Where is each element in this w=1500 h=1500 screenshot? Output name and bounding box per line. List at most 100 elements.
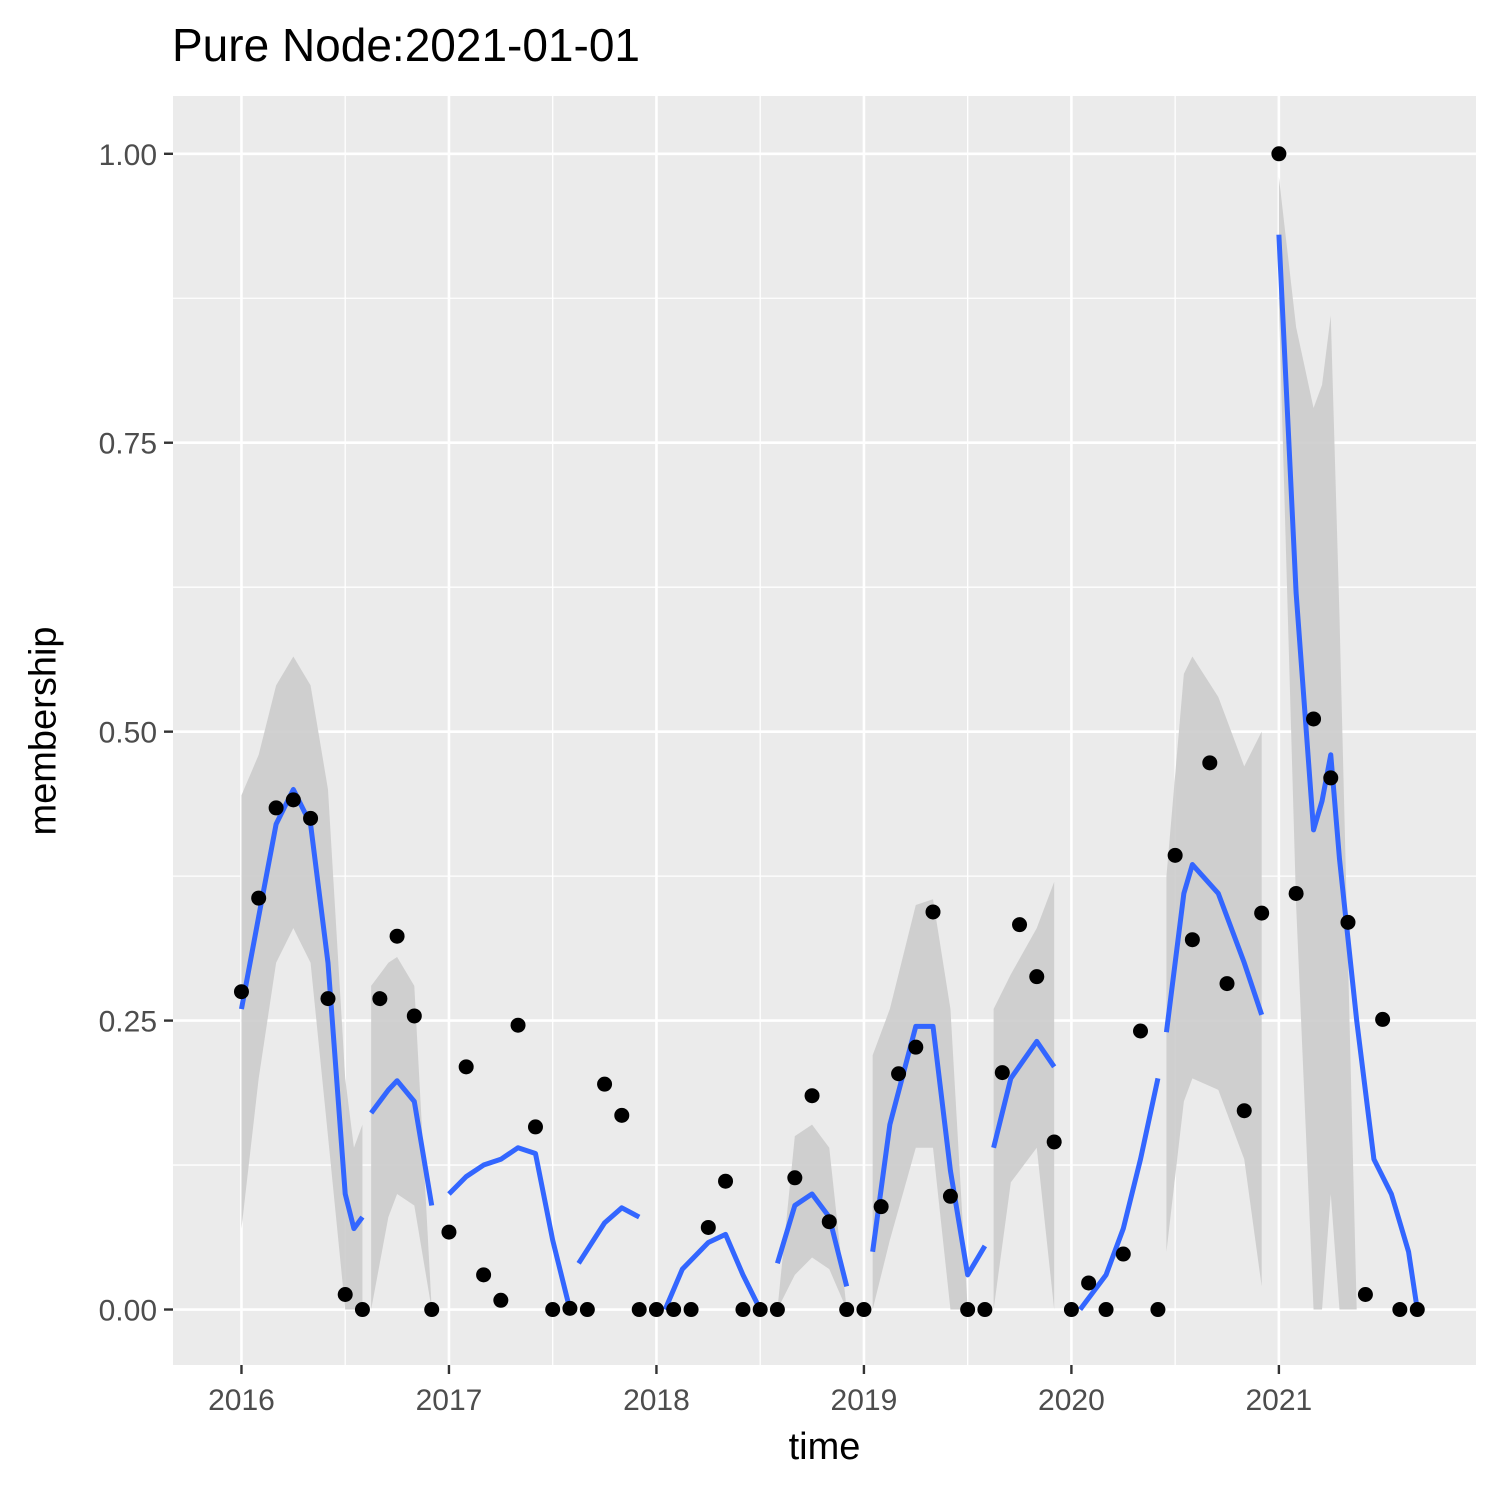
data-point — [233, 984, 249, 1000]
data-point — [1046, 1134, 1062, 1150]
data-point — [839, 1302, 855, 1318]
y-tick-label: 0.00 — [99, 1295, 157, 1328]
y-axis: 0.00 0.25 0.50 0.75 1.00 — [99, 139, 173, 1328]
data-point — [527, 1119, 543, 1135]
x-axis-title: time — [788, 1426, 861, 1468]
data-point — [908, 1039, 924, 1055]
data-point — [1219, 976, 1235, 992]
data-point — [406, 1008, 422, 1024]
data-point — [873, 1199, 889, 1215]
data-point — [303, 810, 319, 826]
data-point — [718, 1173, 734, 1189]
data-point — [476, 1267, 492, 1283]
data-point — [1306, 711, 1322, 727]
confidence-band — [371, 957, 432, 1310]
x-axis: 2016 2017 2018 2019 2020 2021 — [208, 1365, 1312, 1417]
smooth-line — [369, 1078, 435, 1206]
data-point — [1409, 1302, 1425, 1318]
smooth-line — [1078, 1077, 1161, 1312]
data-point — [666, 1302, 682, 1318]
smooth-line — [447, 1145, 573, 1311]
smooth-line — [870, 1023, 988, 1278]
data-point — [1167, 847, 1183, 863]
smooth-line — [662, 1231, 763, 1311]
data-point — [1081, 1275, 1097, 1291]
data-point — [354, 1302, 370, 1318]
data-point — [1392, 1302, 1408, 1318]
data-point — [1150, 1302, 1166, 1318]
data-point — [891, 1066, 907, 1082]
data-point — [752, 1302, 768, 1318]
data-point — [683, 1302, 699, 1318]
chart-title: Pure Node:2021-01-01 — [172, 19, 640, 71]
data-point — [787, 1170, 803, 1186]
data-point — [1340, 914, 1356, 930]
smooth-line — [1276, 234, 1420, 1310]
data-point — [510, 1017, 526, 1033]
data-point — [648, 1302, 664, 1318]
y-tick-label: 0.50 — [99, 717, 157, 750]
y-tick-label: 0.25 — [99, 1006, 157, 1039]
y-tick-label: 0.75 — [99, 428, 157, 461]
confidence-band — [241, 656, 363, 1310]
x-tick-label: 2017 — [416, 1384, 483, 1417]
data-point — [821, 1214, 837, 1230]
data-point — [441, 1224, 457, 1240]
data-point — [735, 1302, 751, 1318]
data-point — [268, 800, 284, 816]
data-point — [1012, 917, 1028, 933]
smooth-line — [1163, 862, 1265, 1033]
x-tick-label: 2018 — [623, 1384, 690, 1417]
smooth-line — [991, 1038, 1057, 1149]
data-point — [1357, 1287, 1373, 1302]
confidence-band — [1166, 656, 1262, 1287]
data-point — [994, 1065, 1010, 1081]
confidence-band — [1278, 176, 1418, 1310]
data-point — [1202, 755, 1218, 771]
data-point — [631, 1302, 647, 1318]
x-tick-label: 2019 — [831, 1384, 898, 1417]
data-point — [251, 890, 267, 906]
data-point — [1098, 1302, 1114, 1318]
smooth-line — [576, 1205, 641, 1265]
x-tick-label: 2016 — [208, 1384, 275, 1417]
data-point — [285, 792, 301, 808]
data-points — [233, 146, 1425, 1318]
data-point — [925, 904, 941, 920]
data-point — [942, 1188, 958, 1204]
data-point — [337, 1287, 353, 1302]
y-axis-title: membership — [22, 626, 65, 836]
data-point — [493, 1292, 509, 1308]
data-point — [562, 1300, 578, 1316]
data-point — [1029, 969, 1045, 985]
data-point — [1271, 146, 1287, 162]
data-point — [1375, 1011, 1391, 1027]
data-point — [1184, 932, 1200, 948]
data-point — [977, 1302, 993, 1318]
data-point — [579, 1302, 595, 1318]
confidence-bands — [241, 176, 1418, 1310]
data-point — [424, 1302, 440, 1318]
data-point — [597, 1076, 613, 1092]
data-point — [458, 1059, 474, 1075]
data-point — [960, 1302, 976, 1318]
data-point — [1323, 770, 1339, 786]
data-point — [700, 1219, 716, 1235]
data-point — [804, 1088, 820, 1104]
data-point — [1115, 1246, 1131, 1262]
data-point — [1063, 1302, 1079, 1318]
data-point — [614, 1107, 630, 1123]
data-point — [1132, 1023, 1148, 1039]
smooth-line — [775, 1191, 850, 1288]
data-point — [769, 1302, 785, 1318]
data-point — [1254, 905, 1270, 921]
data-point — [372, 991, 388, 1007]
data-point — [856, 1302, 872, 1318]
data-point — [320, 991, 336, 1007]
data-point — [389, 928, 405, 944]
x-tick-label: 2020 — [1038, 1384, 1105, 1417]
data-point — [1288, 885, 1304, 901]
y-tick-label: 1.00 — [99, 139, 157, 172]
data-point — [545, 1302, 561, 1318]
